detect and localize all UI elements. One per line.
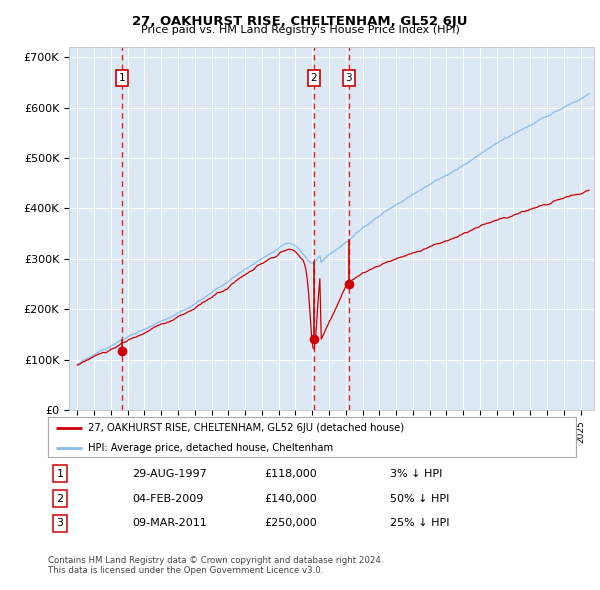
Text: HPI: Average price, detached house, Cheltenham: HPI: Average price, detached house, Chel…: [88, 444, 333, 454]
Text: 50% ↓ HPI: 50% ↓ HPI: [390, 494, 449, 503]
Text: Price paid vs. HM Land Registry's House Price Index (HPI): Price paid vs. HM Land Registry's House …: [140, 25, 460, 35]
Text: This data is licensed under the Open Government Licence v3.0.: This data is licensed under the Open Gov…: [48, 566, 323, 575]
Text: 1: 1: [56, 469, 64, 478]
Text: 3: 3: [56, 519, 64, 528]
Text: 29-AUG-1997: 29-AUG-1997: [132, 469, 207, 478]
Text: Contains HM Land Registry data © Crown copyright and database right 2024.: Contains HM Land Registry data © Crown c…: [48, 556, 383, 565]
Text: 09-MAR-2011: 09-MAR-2011: [132, 519, 207, 528]
Text: 3: 3: [346, 73, 352, 83]
Text: 3% ↓ HPI: 3% ↓ HPI: [390, 469, 442, 478]
Text: 27, OAKHURST RISE, CHELTENHAM, GL52 6JU (detached house): 27, OAKHURST RISE, CHELTENHAM, GL52 6JU …: [88, 424, 404, 434]
Text: 04-FEB-2009: 04-FEB-2009: [132, 494, 203, 503]
Text: £140,000: £140,000: [264, 494, 317, 503]
Text: £250,000: £250,000: [264, 519, 317, 528]
Text: 2: 2: [310, 73, 317, 83]
Text: 1: 1: [119, 73, 125, 83]
Text: 25% ↓ HPI: 25% ↓ HPI: [390, 519, 449, 528]
Text: £118,000: £118,000: [264, 469, 317, 478]
Text: 2: 2: [56, 494, 64, 503]
Text: 27, OAKHURST RISE, CHELTENHAM, GL52 6JU: 27, OAKHURST RISE, CHELTENHAM, GL52 6JU: [132, 15, 468, 28]
